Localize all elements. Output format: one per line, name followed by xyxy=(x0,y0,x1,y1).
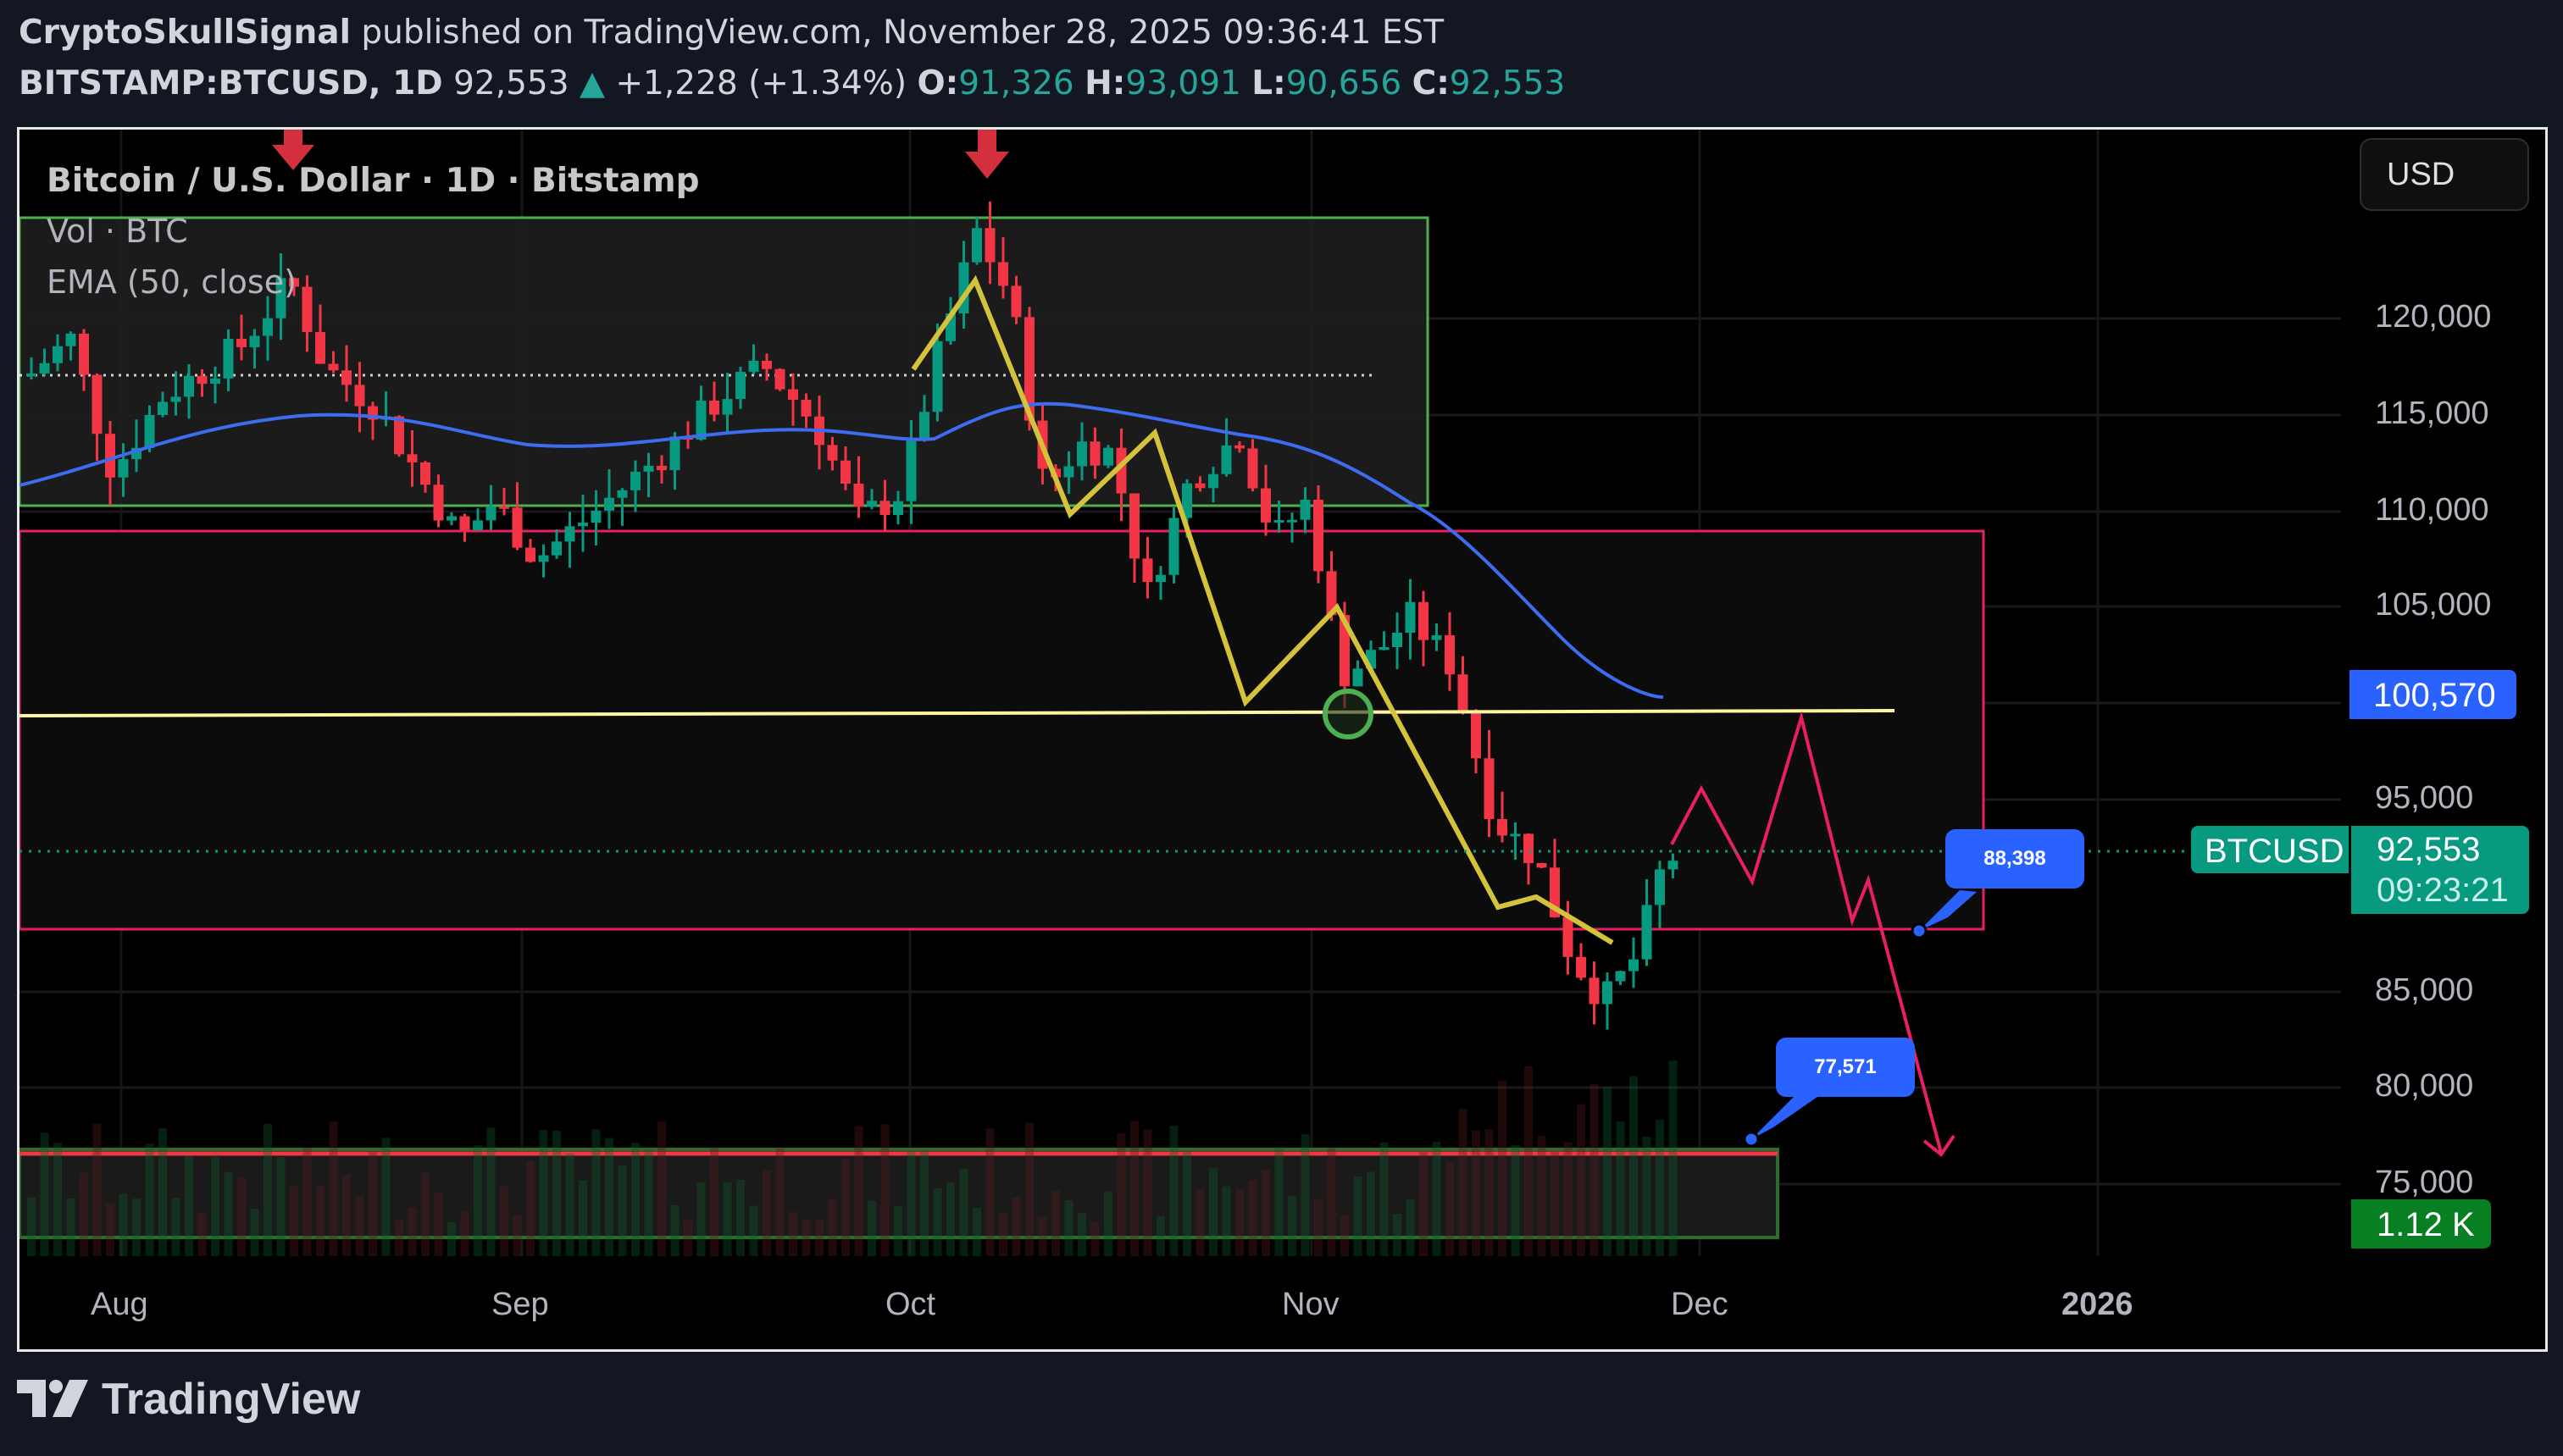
close-label: C: xyxy=(1412,64,1450,102)
high-label: H: xyxy=(1085,64,1126,102)
low-label: L: xyxy=(1251,64,1286,102)
ema-line xyxy=(19,401,1664,699)
low-value: 90,656 xyxy=(1285,64,1402,102)
x-axis-label: Sep xyxy=(491,1287,549,1322)
volume-legend[interactable]: Vol · BTC xyxy=(47,213,188,250)
open-value: 91,326 xyxy=(958,64,1074,102)
y-axis-label: 75,000 xyxy=(2375,1165,2474,1200)
x-axis-label: 2026 xyxy=(2061,1287,2133,1322)
bar-countdown: 09:23:21 xyxy=(2377,872,2509,909)
chart-title: Bitcoin / U.S. Dollar · 1D · Bitstamp xyxy=(47,162,700,200)
y-axis-label: 105,000 xyxy=(2375,587,2492,623)
sell-arrow-icon xyxy=(965,130,1009,179)
ema-legend[interactable]: EMA (50, close) xyxy=(47,263,297,301)
author-name[interactable]: CryptoSkullSignal xyxy=(19,14,351,52)
last-price: 92,553 xyxy=(453,64,569,102)
volume-box xyxy=(19,1148,1779,1239)
currency-button[interactable]: USD xyxy=(2360,138,2529,211)
sell-arrow-icon xyxy=(272,130,314,170)
brand-name: TradingView xyxy=(102,1375,361,1424)
y-axis-label: 85,000 xyxy=(2375,972,2474,1008)
x-axis-label: Aug xyxy=(91,1287,148,1322)
price-change: +1,228 (+1.34%) xyxy=(615,64,907,102)
y-axis-label: 80,000 xyxy=(2375,1068,2474,1104)
support-test-marker xyxy=(1323,689,1373,739)
y-axis-label: 110,000 xyxy=(2375,492,2489,528)
symbol-price-tag: BTCUSD xyxy=(2191,826,2349,873)
callout-88398[interactable]: 88,398 xyxy=(1945,829,2084,889)
close-value: 92,553 xyxy=(1449,64,1566,102)
symbol-info-bar: BITSTAMP:BTCUSD, 1D 92,553 ▲ +1,228 (+1.… xyxy=(19,64,1565,102)
high-value: 93,091 xyxy=(1125,64,1241,102)
publish-info: CryptoSkullSignal published on TradingVi… xyxy=(19,14,1444,52)
zigzag-pattern xyxy=(911,274,1614,945)
x-axis-label: Nov xyxy=(1282,1287,1340,1322)
projection-path xyxy=(1670,711,1943,1154)
last-price-tag: 92,553 09:23:21 xyxy=(2351,826,2529,914)
y-axis-label: 120,000 xyxy=(2375,299,2492,335)
x-axis-label: Dec xyxy=(1671,1287,1728,1322)
last-price-value: 92,553 xyxy=(2377,831,2481,868)
publish-text: published on TradingView.com, November 2… xyxy=(361,14,1445,52)
tradingview-logo[interactable]: TradingView xyxy=(17,1374,360,1425)
support-line xyxy=(19,709,1895,717)
chart-frame[interactable]: Bitcoin / U.S. Dollar · 1D · Bitstamp Vo… xyxy=(17,127,2548,1352)
range-box-pink xyxy=(19,529,1985,931)
y-axis-label: 115,000 xyxy=(2375,396,2489,431)
callout-77571[interactable]: 77,571 xyxy=(1776,1038,1915,1097)
up-triangle-icon: ▲ xyxy=(579,64,605,102)
price-chart[interactable] xyxy=(19,130,2545,1349)
symbol-name: BITSTAMP:BTCUSD, 1D xyxy=(19,64,443,102)
y-axis-label: 95,000 xyxy=(2375,780,2474,816)
tradingview-logo-icon xyxy=(17,1380,88,1417)
volume-tag: 1.12 K xyxy=(2351,1199,2491,1248)
open-label: O: xyxy=(917,64,959,102)
x-axis-label: Oct xyxy=(885,1287,936,1322)
ema-price-tag: 100,570 xyxy=(2349,670,2516,719)
